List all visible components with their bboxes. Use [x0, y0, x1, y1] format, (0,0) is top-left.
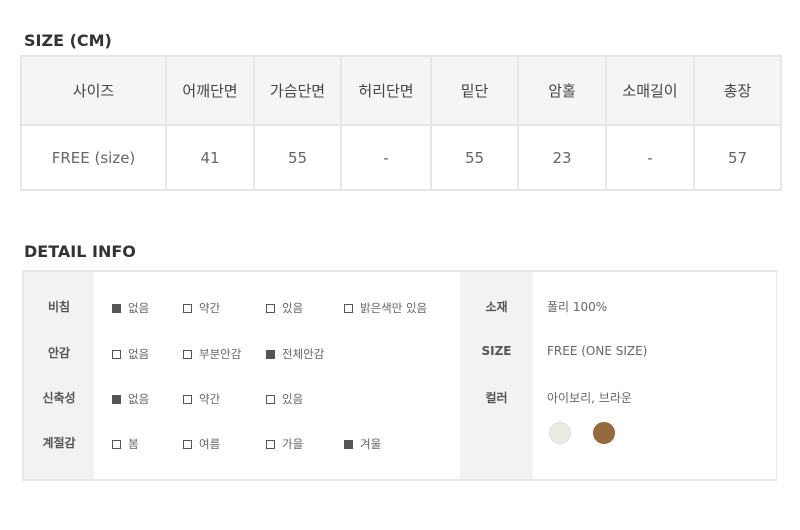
cell: - [340, 124, 432, 191]
unchecked-box-icon [183, 349, 192, 359]
size-table-header: 사이즈 어깨단면 가슴단면 허리단면 밑단 암홀 소매길이 총장 [20, 55, 782, 126]
info-label: 소재 [485, 300, 508, 314]
option-label: 없음 [128, 347, 150, 361]
label-column [24, 272, 94, 479]
option-약간: 약간 [183, 300, 220, 316]
option-label: 전체안감 [282, 347, 325, 361]
header-cell: 암홀 [517, 55, 607, 126]
info-label: 컬러 [485, 391, 508, 405]
option-없음: 없음 [112, 391, 149, 407]
option-label: 부분안감 [199, 347, 242, 361]
option-label: 약간 [199, 392, 221, 406]
checked-box-icon [112, 303, 121, 313]
info-value: 아이보리, 브라운 [547, 391, 632, 405]
checked-box-icon [112, 394, 121, 404]
header-cell: 가슴단면 [253, 55, 342, 126]
option-겨울: 겨울 [344, 436, 381, 452]
option-label: 없음 [128, 392, 150, 406]
color-swatch [549, 422, 571, 444]
option-밝은색만 있음: 밝은색만 있음 [344, 300, 427, 316]
unchecked-box-icon [266, 394, 275, 404]
attribute-label: 안감 [47, 346, 71, 360]
option-전체안감: 전체안감 [266, 346, 324, 362]
table-row: FREE (size) 41 55 - 55 23 - 57 [20, 124, 782, 191]
attribute-label: 계절감 [42, 436, 76, 450]
option-부분안감: 부분안감 [183, 346, 241, 362]
cell: - [605, 124, 695, 191]
option-label: 없음 [128, 301, 150, 315]
unchecked-box-icon [183, 394, 192, 404]
header-cell: 밑단 [430, 55, 519, 126]
option-label: 겨울 [360, 437, 382, 451]
label-column [460, 272, 533, 479]
option-label: 약간 [199, 301, 221, 315]
info-value: FREE (ONE SIZE) [547, 344, 648, 358]
checked-box-icon [266, 349, 275, 359]
info-label: SIZE [481, 344, 512, 358]
unchecked-box-icon [344, 303, 353, 313]
header-cell: 사이즈 [20, 55, 167, 126]
cell: 41 [165, 124, 255, 191]
unchecked-box-icon [112, 349, 121, 359]
option-없음: 없음 [112, 346, 149, 362]
option-label: 봄 [128, 437, 139, 451]
header-cell: 허리단면 [340, 55, 432, 126]
cell: 55 [253, 124, 342, 191]
header-cell: 어깨단면 [165, 55, 255, 126]
option-label: 있음 [282, 392, 304, 406]
option-있음: 있음 [266, 300, 303, 316]
option-label: 있음 [282, 301, 304, 315]
option-없음: 없음 [112, 300, 149, 316]
detail-section-title: DETAIL INFO [24, 242, 136, 261]
attribute-label: 비침 [47, 300, 71, 314]
unchecked-box-icon [266, 303, 275, 313]
option-여름: 여름 [183, 436, 220, 452]
unchecked-box-icon [183, 303, 192, 313]
detail-info-box: 비침 없음 약간 있음 밝은색만 있음 안감 없음 부분안감 전체안감 신축성 없음 약간 있음 계절감 봄… [22, 270, 777, 481]
size-table: 사이즈 어깨단면 가슴단면 허리단면 밑단 암홀 소매길이 총장 FREE (s… [20, 55, 782, 191]
option-label: 여름 [199, 437, 221, 451]
info-value: 폴리 100% [547, 300, 608, 314]
option-약간: 약간 [183, 391, 220, 407]
size-section-title: SIZE (CM) [24, 31, 112, 50]
header-cell: 소매길이 [605, 55, 695, 126]
option-있음: 있음 [266, 391, 303, 407]
option-label: 밝은색만 있음 [360, 301, 428, 315]
unchecked-box-icon [266, 439, 275, 449]
color-swatch [593, 422, 615, 444]
header-cell: 총장 [693, 55, 782, 126]
unchecked-box-icon [112, 439, 121, 449]
checked-box-icon [344, 439, 353, 449]
cell: FREE (size) [20, 124, 167, 191]
option-가을: 가을 [266, 436, 303, 452]
cell: 23 [517, 124, 607, 191]
unchecked-box-icon [183, 439, 192, 449]
option-봄: 봄 [112, 436, 139, 452]
option-label: 가을 [282, 437, 304, 451]
attribute-label: 신축성 [42, 391, 76, 405]
cell: 57 [693, 124, 782, 191]
cell: 55 [430, 124, 519, 191]
